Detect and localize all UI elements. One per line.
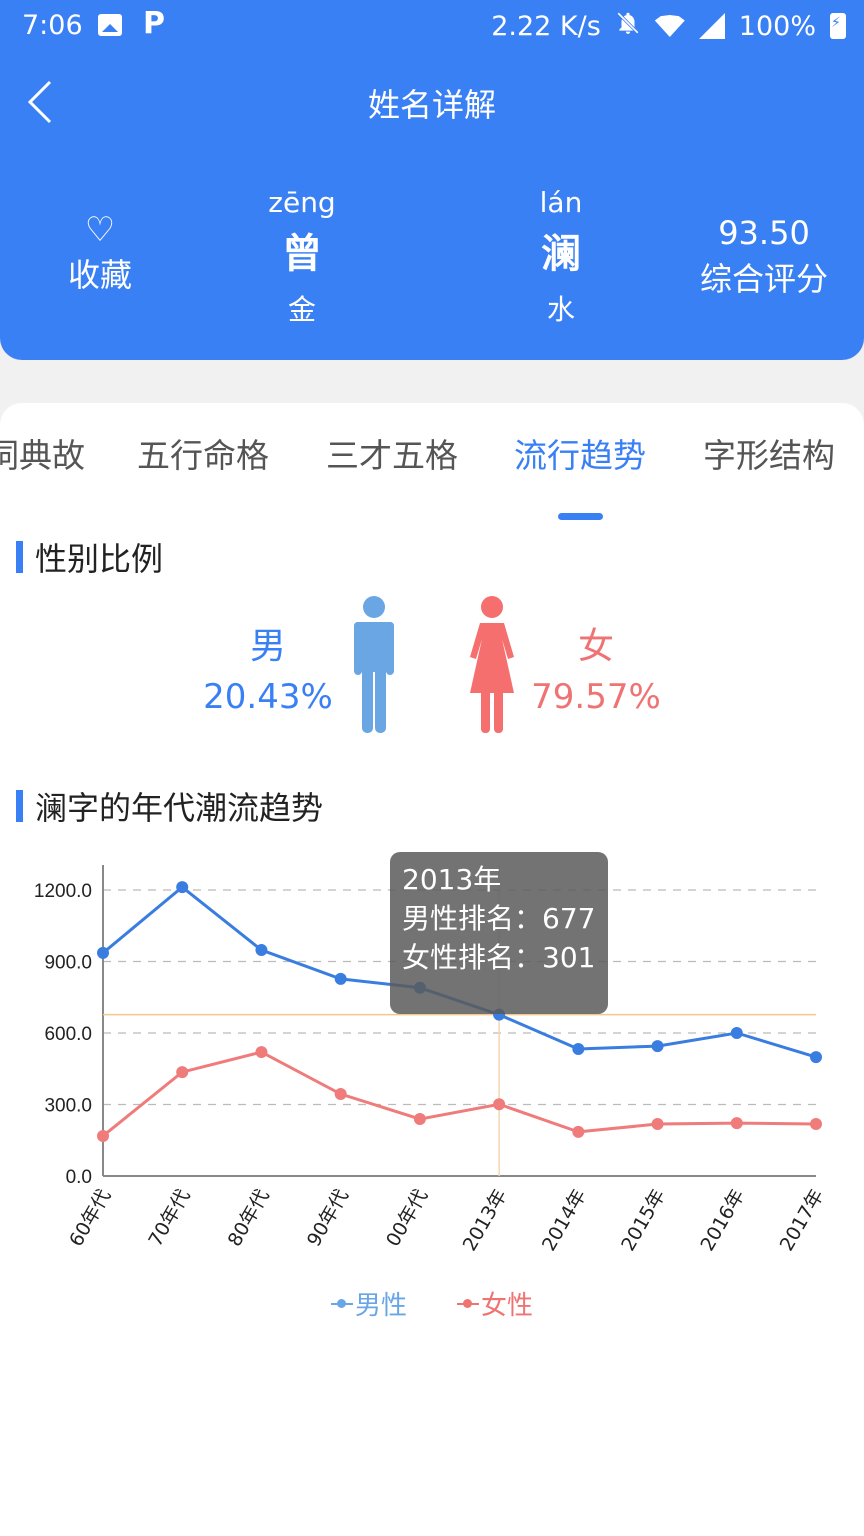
- battery-percent: 100%: [738, 10, 816, 42]
- status-bar: 7:06 P 2.22 K/s 100%: [0, 0, 864, 52]
- tab-wuxing[interactable]: 五行命格: [137, 436, 269, 475]
- favorite-label: 收藏: [67, 256, 132, 294]
- female-percent: 79.57%: [531, 677, 661, 717]
- tab-indicator: [558, 513, 603, 520]
- net-speed: 2.22 K/s: [491, 10, 601, 42]
- parking-icon: P: [143, 6, 165, 41]
- svg-text:600.0: 600.0: [44, 1024, 92, 1045]
- header: 7:06 P 2.22 K/s 100% 姓名详解 ♡ 收藏 zēng 曾 金 …: [0, 0, 864, 360]
- male-ratio: 男 20.43%: [200, 617, 336, 717]
- content-card: 词典故 五行命格 三才五格 流行趋势 字形结构 性别比例 男 20.43% 女 …: [0, 403, 864, 1536]
- chevron-left-icon: [27, 80, 52, 124]
- svg-text:2017年: 2017年: [776, 1186, 829, 1255]
- bell-off-icon: [615, 10, 641, 42]
- surname-char: zēng 曾 金: [242, 186, 362, 328]
- score-label: 综合评分: [699, 260, 828, 298]
- score-value: 93.50: [718, 214, 810, 252]
- signal-icon: [698, 13, 725, 39]
- wifi-icon: [654, 15, 685, 37]
- svg-text:90年代: 90年代: [303, 1186, 353, 1251]
- favorite-button[interactable]: ♡ 收藏: [58, 212, 142, 296]
- tab-structure[interactable]: 字形结构: [703, 436, 835, 475]
- male-label: 男: [249, 626, 286, 667]
- tooltip-male: 男性排名：677: [402, 902, 596, 935]
- svg-text:00年代: 00年代: [382, 1186, 432, 1251]
- svg-text:2013年: 2013年: [459, 1186, 512, 1255]
- tab-allusion[interactable]: 词典故: [0, 436, 85, 475]
- legend-label: 男性: [354, 1291, 407, 1321]
- svg-text:2016年: 2016年: [696, 1186, 749, 1255]
- heart-icon: ♡: [84, 210, 116, 250]
- hanzi: 澜: [541, 231, 581, 277]
- female-label: 女: [577, 626, 614, 667]
- legend-female[interactable]: 女性: [457, 1285, 533, 1322]
- svg-text:60年代: 60年代: [65, 1186, 115, 1251]
- legend-line-icon: [457, 1298, 479, 1308]
- section-title-text: 性别比例: [35, 540, 164, 578]
- hanzi: 曾: [282, 231, 322, 277]
- svg-text:1200.0: 1200.0: [34, 881, 92, 902]
- overall-score: 93.50 综合评分: [694, 214, 834, 300]
- svg-text:2015年: 2015年: [617, 1186, 670, 1255]
- svg-text:300.0: 300.0: [44, 1096, 92, 1117]
- svg-text:70年代: 70年代: [144, 1186, 194, 1251]
- female-figure-icon: [470, 596, 514, 733]
- page-title: 姓名详解: [367, 86, 496, 124]
- tab-sancai[interactable]: 三才五格: [326, 436, 458, 475]
- tooltip-female: 女性排名：301: [402, 941, 596, 974]
- male-percent: 20.43%: [203, 677, 333, 717]
- male-figure-icon: [354, 596, 394, 733]
- battery-icon: [830, 13, 846, 39]
- pinyin: zēng: [268, 186, 336, 219]
- female-ratio: 女 79.57%: [528, 617, 664, 717]
- title-bar: 姓名详解: [0, 60, 864, 144]
- legend-male[interactable]: 男性: [330, 1285, 407, 1322]
- image-icon: [98, 14, 122, 36]
- tooltip-title: 2013年: [402, 863, 502, 896]
- back-button[interactable]: [24, 78, 64, 126]
- title-accent-bar: [16, 541, 23, 573]
- tab-trend[interactable]: 流行趋势: [514, 436, 646, 475]
- title-accent-bar: [16, 790, 23, 822]
- chart-legend: 男性 女性: [0, 1285, 864, 1322]
- status-time: 7:06: [22, 10, 83, 41]
- section-title-text: 澜字的年代潮流趋势: [35, 789, 324, 827]
- given-name-char: lán 澜 水: [501, 186, 621, 328]
- svg-text:0.0: 0.0: [66, 1167, 92, 1188]
- section-trend-title: 澜字的年代潮流趋势: [16, 783, 323, 829]
- chart-tooltip: 2013年 男性排名：677 女性排名：301: [390, 852, 608, 1014]
- wuxing: 金: [287, 293, 316, 326]
- svg-text:2014年: 2014年: [538, 1186, 591, 1255]
- section-gender-title: 性别比例: [16, 534, 163, 580]
- legend-label: 女性: [481, 1291, 534, 1321]
- pinyin: lán: [539, 186, 583, 219]
- wuxing: 水: [546, 293, 575, 326]
- legend-line-icon: [330, 1298, 353, 1308]
- tab-bar: 词典故 五行命格 三才五格 流行趋势 字形结构: [0, 429, 864, 520]
- svg-text:80年代: 80年代: [224, 1186, 274, 1251]
- svg-text:900.0: 900.0: [44, 953, 92, 974]
